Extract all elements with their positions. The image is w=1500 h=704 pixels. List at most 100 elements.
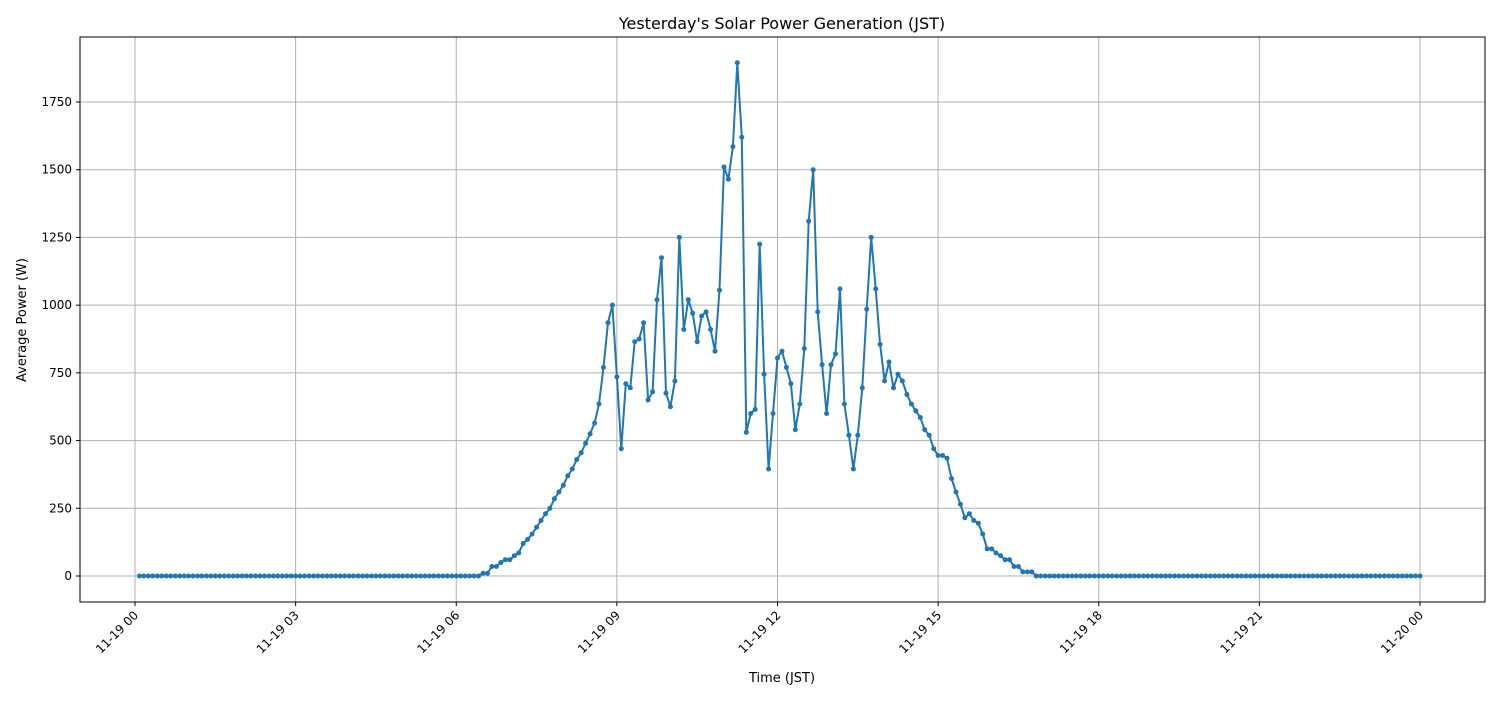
data-point [855,432,861,438]
data-point [846,432,852,438]
plot-frame [79,36,1486,603]
data-point [440,573,446,579]
data-point [333,573,339,579]
data-point [1297,573,1302,579]
data-point [650,389,656,395]
data-point [810,167,816,173]
data-point [908,401,914,407]
data-point [1073,573,1079,579]
data-point [1176,573,1182,579]
data-point [485,570,490,576]
y-tick-label: 1500 [41,163,72,177]
data-point [743,429,749,435]
data-point [882,378,888,384]
data-point [467,573,473,579]
data-point [797,401,803,407]
data-point [659,255,664,261]
data-point [1395,573,1401,579]
x-tick-label: 11-19 03 [254,608,302,656]
y-tick-label: 1250 [41,230,72,244]
data-point [1417,573,1423,579]
data-point [311,573,316,579]
data-point [618,446,624,452]
data-point [427,573,432,579]
data-point [418,573,424,579]
data-point [940,453,946,458]
data-point [694,339,700,345]
data-point [1042,573,1048,579]
x-tick-label: 11-19 06 [414,608,462,656]
data-point [984,546,990,552]
data-point [404,573,410,579]
data-point [1301,573,1307,579]
data-point [1225,573,1231,579]
data-point [1131,573,1137,579]
data-point [926,432,932,438]
data-point [306,573,312,579]
data-point [783,364,789,370]
data-point [270,573,276,579]
data-point [922,427,928,433]
data-point [1288,573,1294,579]
data-point [1390,573,1396,579]
data-point [1355,573,1360,579]
x-tick-label: 11-19 09 [575,608,623,656]
data-point [828,362,834,368]
data-point [511,553,517,559]
data-point [489,564,495,569]
data-point [462,573,468,579]
data-point [605,320,611,326]
data-point [1091,573,1097,579]
data-point [253,573,258,579]
data-point [627,385,633,391]
data-point [962,515,968,521]
data-point [1256,573,1262,579]
data-point [1243,573,1249,579]
data-point [1114,573,1120,579]
data-point [364,573,370,579]
data-point [203,573,209,579]
data-point [592,420,598,426]
data-point [739,134,745,140]
data-point [1020,569,1026,575]
data-point [377,573,383,579]
data-point [1381,573,1387,579]
data-point [868,234,874,240]
x-tick-label: 11-19 21 [1217,608,1265,656]
data-point [1234,573,1240,579]
data-point [1105,573,1111,579]
data-point [409,573,415,579]
data-point [899,378,905,384]
data-point [355,573,361,579]
data-point [587,431,593,437]
data-point [150,573,156,579]
data-point [1239,573,1244,579]
data-point [163,573,169,579]
data-point [186,573,191,579]
data-point [1109,573,1115,579]
data-point [1198,573,1204,579]
y-tick-label: 0 [64,569,72,583]
data-point [623,381,629,387]
data-point [391,573,397,579]
data-point [257,573,263,579]
data-point [1404,573,1410,579]
x-tick-label: 11-19 15 [896,608,944,656]
data-point [699,313,705,319]
data-point [1368,573,1374,579]
data-point [1310,573,1316,579]
data-point [1136,573,1142,579]
data-point [1185,573,1191,579]
data-point [1265,573,1271,579]
data-point [913,408,919,414]
data-point [1100,573,1106,579]
data-point [779,348,785,354]
x-tick-label: 11-20 00 [1378,608,1426,656]
data-point [261,573,267,579]
data-point [667,404,673,410]
data-point [757,241,763,247]
data-point [1029,569,1035,575]
data-point [1332,573,1338,579]
data-point [1261,573,1267,579]
y-tick-label: 500 [49,434,72,448]
